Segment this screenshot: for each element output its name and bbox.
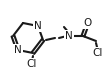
Text: N: N xyxy=(34,21,42,31)
Text: Cl: Cl xyxy=(27,59,37,69)
Text: N: N xyxy=(65,31,73,41)
Text: O: O xyxy=(83,18,91,28)
Text: Cl: Cl xyxy=(93,48,103,58)
Text: N: N xyxy=(14,45,22,55)
